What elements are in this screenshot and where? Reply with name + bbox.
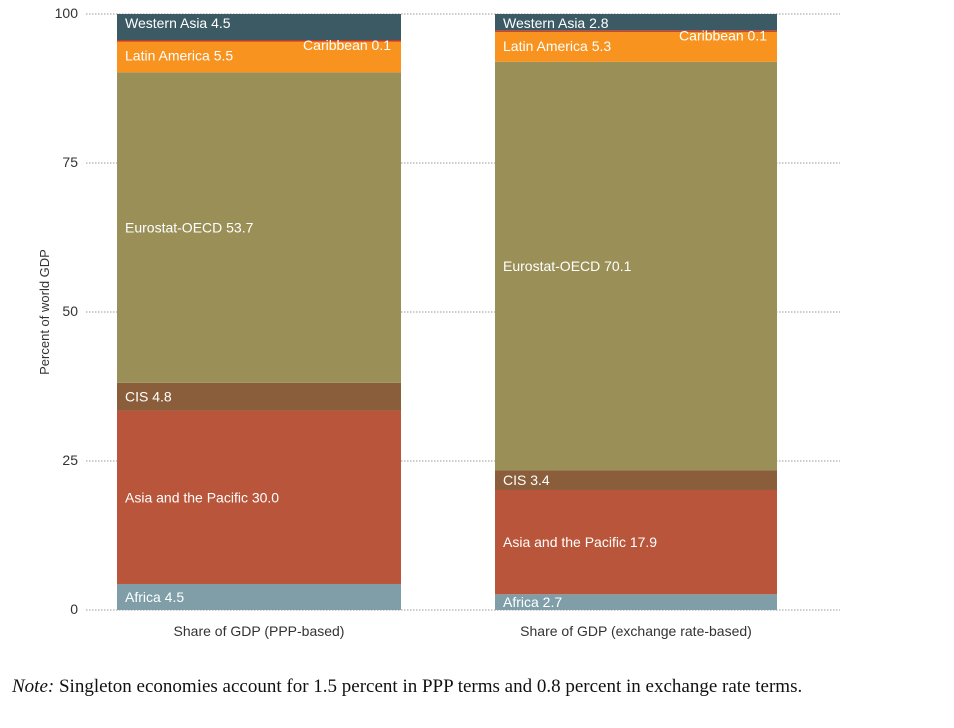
bar-segment-latin-america — [495, 30, 777, 62]
bar-segment-africa — [117, 583, 401, 610]
bar-segment-africa — [495, 594, 777, 610]
y-tick-label: 25 — [62, 452, 78, 468]
segment-label-western-asia: Western Asia 2.8 — [503, 15, 609, 31]
segment-label-latin-america: Latin America 5.3 — [503, 38, 611, 54]
segment-label-western-asia: Western Asia 4.5 — [125, 15, 231, 31]
segment-label-latin-america: Latin America 5.5 — [125, 48, 233, 64]
bar-segment-asia-and-the-pacific — [495, 489, 777, 595]
segment-label-eurostat-oecd: Eurostat-OECD 53.7 — [125, 220, 254, 236]
bar-segment-western-asia — [495, 14, 777, 31]
segment-label-eurostat-oecd: Eurostat-OECD 70.1 — [503, 258, 632, 274]
segment-label-cis: CIS 3.4 — [503, 472, 550, 488]
x-category-label: Share of GDP (PPP-based) — [174, 623, 345, 639]
segment-label-cis: CIS 4.8 — [125, 389, 172, 405]
bar-segment-western-asia — [117, 14, 401, 41]
segment-label-africa: Africa 4.5 — [125, 589, 184, 605]
y-tick-label: 75 — [62, 154, 78, 170]
y-tick-label: 100 — [55, 5, 79, 21]
x-category-label: Share of GDP (exchange rate-based) — [520, 623, 752, 639]
segment-label-caribbean: Caribbean 0.1 — [679, 27, 767, 43]
chart-note: Note: Singleton economies account for 1.… — [12, 676, 952, 698]
segment-label-asia-and-the-pacific: Asia and the Pacific 17.9 — [503, 534, 657, 550]
bar-segment-caribbean — [117, 40, 401, 42]
bar-segment-latin-america — [117, 40, 401, 73]
y-axis-label: Percent of world GDP — [37, 249, 52, 375]
bar-segment-eurostat-oecd — [495, 61, 777, 471]
y-tick-label: 50 — [62, 303, 78, 319]
bar-segment-eurostat-oecd — [117, 72, 401, 383]
segment-label-asia-and-the-pacific: Asia and the Pacific 30.0 — [125, 489, 279, 505]
note-prefix: Note: — [12, 676, 55, 697]
y-tick-label: 0 — [70, 601, 78, 617]
note-text: Singleton economies account for 1.5 perc… — [54, 676, 803, 697]
bar-segment-caribbean — [495, 30, 777, 32]
bar-segment-cis — [117, 382, 401, 411]
segment-label-africa: Africa 2.7 — [503, 594, 562, 610]
bar-segment-cis — [495, 470, 777, 490]
segment-label-caribbean: Caribbean 0.1 — [303, 37, 391, 53]
stacked-bar-chart: 0 25 50 75 100 Percent of world GDP Africa 4.5… — [37, 5, 840, 639]
bar-segment-asia-and-the-pacific — [117, 410, 401, 584]
